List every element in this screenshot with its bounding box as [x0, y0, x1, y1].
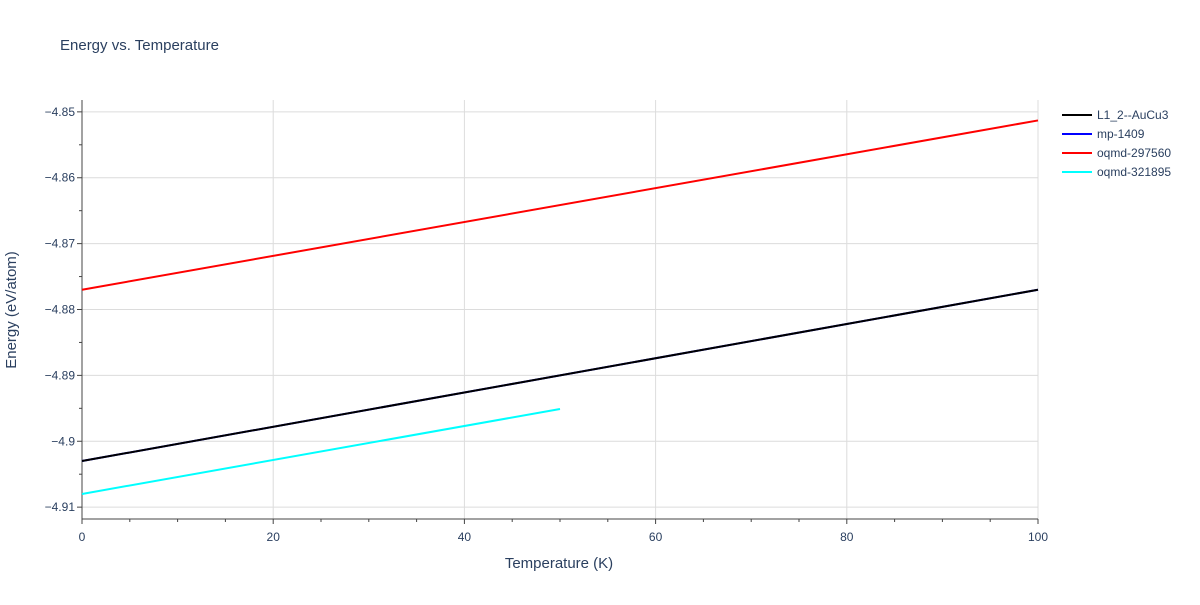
- y-tick-label: −4.91: [45, 500, 76, 514]
- x-tick-label: 80: [840, 530, 854, 544]
- legend-item[interactable]: oqmd-321895: [1062, 165, 1171, 179]
- legend-item[interactable]: oqmd-297560: [1062, 146, 1171, 160]
- y-tick-label: −4.86: [45, 171, 76, 185]
- y-tick-label: −4.9: [51, 434, 75, 448]
- x-tick-label: 40: [458, 530, 472, 544]
- y-tick-label: −4.87: [45, 237, 76, 251]
- legend-label: oqmd-297560: [1097, 146, 1171, 160]
- x-tick-label: 0: [79, 530, 86, 544]
- series-lines: [81, 119, 1039, 495]
- x-tick-label: 100: [1028, 530, 1048, 544]
- legend-item[interactable]: L1_2--AuCu3: [1062, 108, 1169, 122]
- legend[interactable]: L1_2--AuCu3 mp-1409 oqmd-297560 oqmd-321895: [1062, 108, 1171, 179]
- axes: 0 20 40 60 80 100 −4.91 −4.9 −4.89 −4.88 −4.87 −4.8…: [45, 100, 1048, 544]
- y-tick-label: −4.89: [45, 368, 76, 382]
- legend-label: mp-1409: [1097, 127, 1145, 141]
- x-tick-label: 60: [649, 530, 663, 544]
- x-axis-title: Temperature (K): [505, 555, 613, 572]
- y-axis-title: Energy (eV/atom): [3, 251, 20, 369]
- y-tick-label: −4.88: [45, 303, 76, 317]
- legend-label: oqmd-321895: [1097, 165, 1171, 179]
- series-line-l1-2-aucu3: [81, 288, 1039, 463]
- series-line-oqmd-297560: [81, 119, 1039, 291]
- series-line-oqmd-321895: [81, 407, 561, 495]
- y-tick-label: −4.85: [45, 105, 76, 119]
- grid: [82, 100, 1039, 519]
- legend-item[interactable]: mp-1409: [1062, 127, 1145, 141]
- chart-title: Energy vs. Temperature: [60, 37, 219, 54]
- x-tick-label: 20: [267, 530, 281, 544]
- legend-label: L1_2--AuCu3: [1097, 108, 1169, 122]
